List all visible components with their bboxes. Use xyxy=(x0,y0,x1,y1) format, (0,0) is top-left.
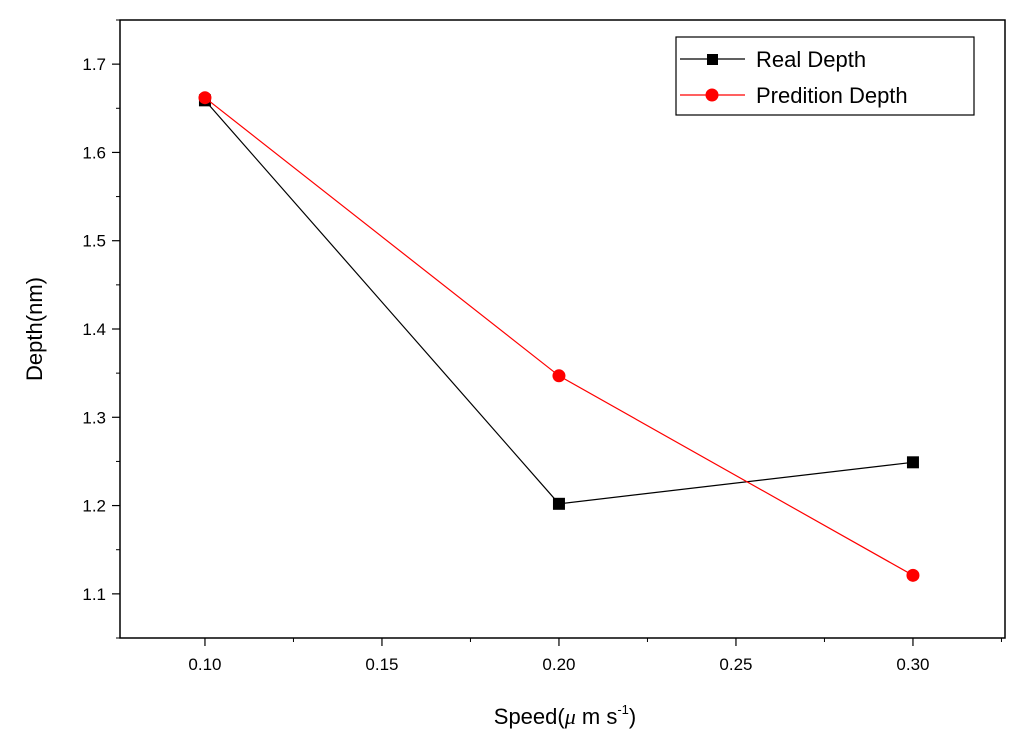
x-axis-title-unit: m s xyxy=(576,704,618,729)
data-point-predition-depth xyxy=(906,568,920,582)
legend-label-predition-depth: Predition Depth xyxy=(756,83,908,108)
x-axis-title-prefix: Speed( xyxy=(494,704,566,729)
legend-marker-predition-depth xyxy=(705,88,719,102)
legend-marker-real-depth xyxy=(707,54,718,65)
y-tick-label: 1.7 xyxy=(82,55,106,74)
legend: Real Depth Predition Depth xyxy=(675,36,975,116)
data-point-predition-depth xyxy=(198,91,212,105)
y-tick-label: 1.2 xyxy=(82,497,106,516)
legend-box xyxy=(675,36,975,116)
y-tick-label: 1.6 xyxy=(82,143,106,162)
x-tick-label: 0.30 xyxy=(896,655,929,674)
y-tick-label: 1.4 xyxy=(82,320,106,339)
y-axis-ticks: 1.1 1.2 1.3 1.4 1.5 1.6 1.7 xyxy=(82,19,120,639)
x-axis-title: Speed(μ m s-1) xyxy=(494,702,636,729)
series-line-real-depth xyxy=(204,99,914,505)
x-axis-title-suffix: ) xyxy=(629,704,636,729)
x-axis-title-sup: -1 xyxy=(617,702,629,717)
legend-label-real-depth: Real Depth xyxy=(756,47,866,72)
data-point-real-depth xyxy=(906,456,919,469)
x-tick-label: 0.15 xyxy=(365,655,398,674)
series-layer xyxy=(198,91,920,582)
y-tick-label: 1.5 xyxy=(82,232,106,251)
x-tick-label: 0.25 xyxy=(719,655,752,674)
data-point-predition-depth xyxy=(552,369,566,383)
y-tick-label: 1.3 xyxy=(82,408,106,427)
x-axis-title-mu: μ xyxy=(564,704,576,729)
data-point-real-depth xyxy=(552,497,565,510)
x-tick-label: 0.10 xyxy=(188,655,221,674)
x-axis-ticks: 0.10 0.15 0.20 0.25 0.30 xyxy=(188,638,1002,674)
x-tick-label: 0.20 xyxy=(542,655,575,674)
y-axis-title: Depth(nm) xyxy=(22,277,47,381)
y-tick-label: 1.1 xyxy=(82,585,106,604)
